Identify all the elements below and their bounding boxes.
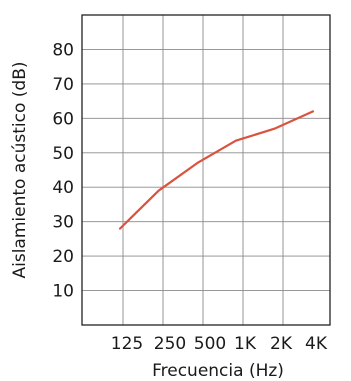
x-tick-label: 250	[154, 334, 186, 354]
y-tick-label: 80	[52, 40, 74, 60]
x-tick-label: 4K	[305, 334, 328, 354]
y-tick-label: 20	[52, 247, 74, 267]
x-tick-label: 500	[194, 334, 226, 354]
y-axis-title: Aislamiento acústico (dB)	[10, 62, 30, 279]
x-tick-label: 125	[111, 334, 143, 354]
x-axis-title: Frecuencia (Hz)	[152, 361, 284, 381]
x-tick-labels: 125 250 500 1K 2K 4K	[111, 334, 328, 354]
plot-frame	[81, 14, 331, 326]
x-tick-label: 1K	[234, 334, 257, 354]
y-tick-label: 70	[52, 75, 74, 95]
y-tick-label: 60	[52, 109, 74, 129]
y-tick-label: 50	[52, 144, 74, 164]
series-line	[118, 110, 315, 230]
y-tick-labels: 10 20 30 40 50 60 70 80	[52, 40, 74, 301]
x-tick-label: 2K	[270, 334, 293, 354]
y-tick-label: 40	[52, 178, 74, 198]
y-tick-label: 30	[52, 213, 74, 233]
y-tick-label: 10	[52, 282, 74, 302]
grid	[82, 15, 330, 325]
